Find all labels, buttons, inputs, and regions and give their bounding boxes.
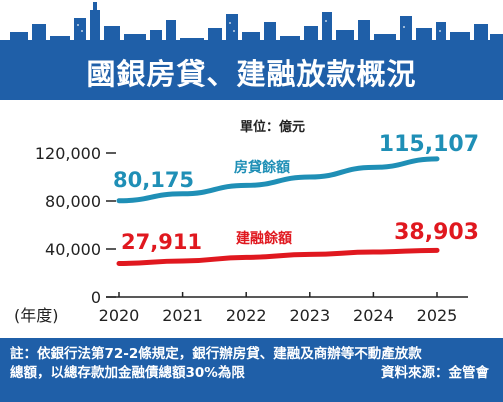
construction-end-value: 38,903	[394, 220, 479, 245]
x-tick-label: 2023	[289, 306, 330, 325]
chart-title: 國銀房貸、建融放款概況	[86, 57, 417, 91]
y-tick-label: 120,000	[35, 144, 101, 163]
title-bar	[0, 48, 503, 100]
construction-start-value: 27,911	[121, 230, 202, 254]
y-tick-label: 0	[91, 288, 101, 307]
series-line-construction	[116, 247, 440, 267]
series-line-mortgage	[116, 156, 440, 204]
x-tick-label: 2020	[99, 306, 140, 325]
footnote: 註：依銀行法第72-2條規定，銀行辦房貸、建融及商辦等不動產放款 總額，以總存款…	[10, 345, 495, 383]
x-tick-label: 2021	[162, 306, 203, 325]
footnote-line-1: 註：依銀行法第72-2條規定，銀行辦房貸、建融及商辦等不動產放款	[10, 346, 422, 362]
x-tick-label: 2022	[226, 306, 267, 325]
mortgage-series-name: 房貸餘額	[234, 159, 290, 176]
x-tick-label: 2025	[417, 306, 458, 325]
unit-label: 單位：億元	[240, 119, 305, 135]
x-tick-label: 2024	[353, 306, 394, 325]
footnote-bar	[0, 338, 503, 402]
y-tick-label: 80,000	[45, 192, 101, 211]
x-axis-label: (年度)	[14, 306, 59, 325]
y-tick-label: 40,000	[45, 240, 101, 259]
mortgage-end-value: 115,107	[379, 132, 479, 157]
construction-series-name: 建融餘額	[236, 230, 292, 247]
mortgage-start-value: 80,175	[113, 168, 194, 192]
footnote-line-2: 總額，以總存款加金融債總額30%為限	[10, 365, 245, 381]
source-note: 資料來源：金管會	[381, 365, 489, 381]
